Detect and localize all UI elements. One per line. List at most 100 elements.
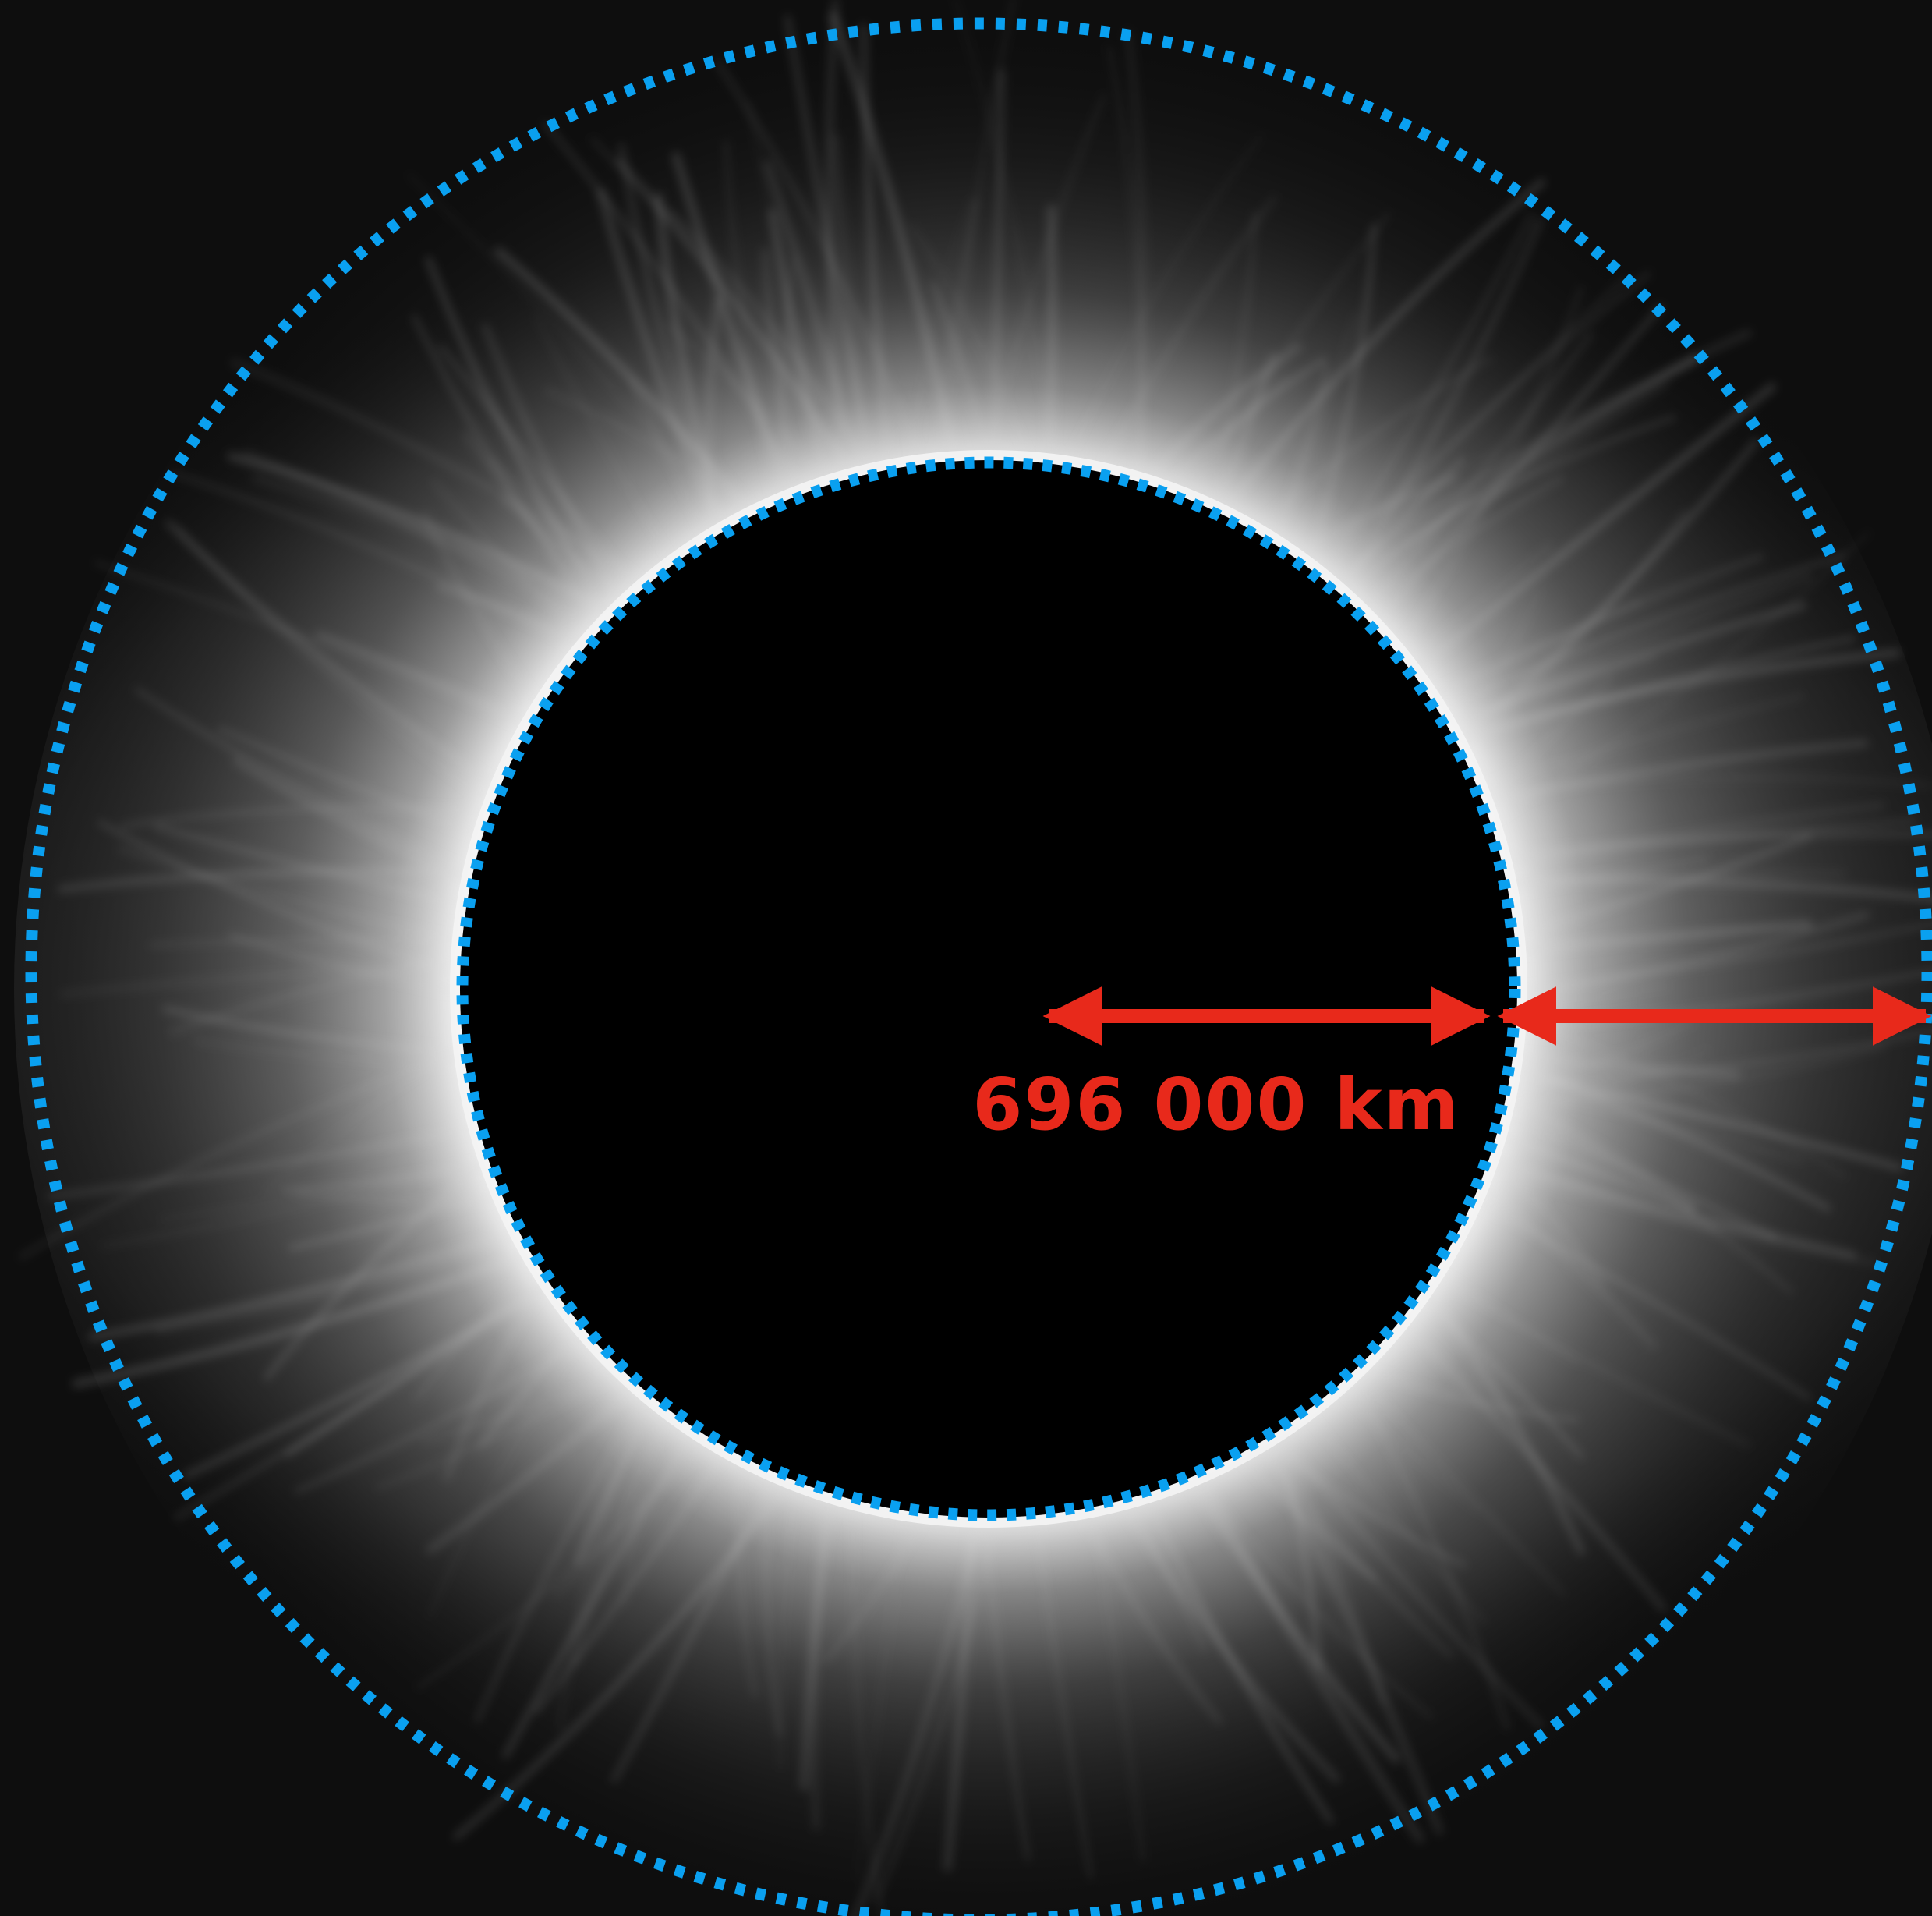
corona-streamer: [571, 1411, 665, 1667]
corona-streamer: [590, 137, 850, 472]
corona-streamer: [1517, 1053, 1741, 1079]
corona-streamer: [500, 497, 623, 599]
corona-streamer: [1212, 211, 1258, 502]
corona-streamer: [1310, 1416, 1487, 1625]
corona-streamer: [478, 1330, 579, 1448]
corona-streamer: [1488, 738, 1869, 805]
corona-streamer: [161, 1005, 458, 1057]
corona-streamer: [1437, 1278, 1751, 1448]
corona-streamer: [990, 69, 1005, 455]
corona-streamer: [1517, 1064, 1831, 1212]
corona-streamer: [170, 470, 578, 649]
corona-streamer: [823, 1520, 924, 1664]
corona-streamer: [376, 1373, 617, 1490]
corona-streamer: [1279, 1436, 1544, 1729]
corona-streamer: [1365, 331, 1594, 610]
corona-streamer: [120, 806, 483, 829]
corona-streamer: [1520, 833, 1813, 936]
corona-streamer: [1459, 648, 1901, 740]
corona-streamer: [475, 1398, 645, 1723]
corona-streamer: [1258, 356, 1492, 527]
corona-streamer: [627, 377, 710, 536]
corona-streamer: [831, 133, 871, 469]
corona-streamer: [767, 208, 829, 482]
corona-streamer: [810, 1498, 830, 1831]
corona-streamer: [228, 932, 455, 994]
corona-streamer: [101, 1163, 483, 1248]
corona-streamer: [1342, 1392, 1481, 1514]
corona-streamer: [851, 1507, 884, 1916]
corona-streamer: [416, 1445, 708, 1689]
corona-streamer: [1482, 1185, 1658, 1350]
corona-streamer: [413, 1269, 533, 1402]
dotted-circle-outer-corona: [25, 17, 1932, 1916]
corona-streamer: [1375, 304, 1664, 621]
corona-streamer: [860, 23, 892, 464]
corona-streamer: [218, 726, 476, 836]
corona-streamer: [534, 314, 671, 558]
corona-streamer: [421, 511, 539, 705]
corona-streamer: [829, 11, 957, 457]
corona-streamer: [97, 820, 454, 975]
corona-streamer: [1442, 1273, 1580, 1365]
corona-streamer: [610, 1477, 775, 1783]
corona-streamer: [1329, 276, 1627, 576]
corona-streamer: [1495, 1156, 1718, 1236]
corona-streamer: [420, 1371, 614, 1443]
corona-streamer: [762, 247, 798, 490]
corona-streamer: [953, 0, 1053, 456]
corona-streamer: [426, 1387, 636, 1554]
corona-streamer: [295, 1192, 496, 1203]
radius-label: 696 000 km: [972, 1063, 1460, 1146]
corona-streamer: [1497, 531, 1870, 820]
corona-streamer: [232, 757, 466, 884]
corona-streamer: [671, 151, 791, 495]
corona-streamer: [943, 1522, 978, 1872]
corona-streamer: [1145, 1500, 1334, 1824]
corona-streamer: [1444, 553, 1845, 709]
corona-streamer: [852, 1523, 982, 1916]
corona-streamer: [438, 344, 636, 588]
corona-streamer: [1107, 44, 1144, 475]
corona-streamer: [1353, 1381, 1509, 1730]
corona-streamer: [715, 59, 922, 458]
corona-streamer: [165, 519, 495, 788]
corona-streamer: [946, 0, 1016, 455]
corona-streamer: [481, 323, 623, 602]
corona-streamer: [1223, 179, 1546, 510]
corona-streamer: [1511, 1043, 1886, 1107]
corona-streamer: [57, 867, 468, 894]
corona-streamer: [154, 1238, 516, 1333]
corona-streamer: [1451, 572, 1813, 726]
corona-streamer: [1364, 1368, 1580, 1423]
corona-streamer: [1339, 456, 1465, 586]
corona-streamer: [554, 1440, 699, 1598]
corona-streamer: [1415, 382, 1776, 671]
corona-streamer: [1215, 351, 1277, 506]
corona-streamer: [183, 1287, 547, 1479]
corona-streamer: [149, 937, 455, 947]
corona-streamer: [596, 188, 720, 530]
corona-streamer: [1434, 553, 1764, 696]
corona-streamer: [316, 631, 526, 724]
corona-streamer: [908, 197, 971, 459]
corona-streamer: [154, 823, 462, 907]
corona-streamer: [1276, 1439, 1322, 1670]
corona-streamer: [874, 1524, 997, 1902]
corona-streamer: [116, 845, 457, 943]
moon-disk: [460, 460, 1517, 1518]
corona-streamer: [412, 314, 599, 623]
corona-streamer: [1243, 1457, 1378, 1582]
corona-streamer: [1463, 636, 1856, 745]
corona-streamer: [442, 1281, 545, 1482]
corona-streamer: [263, 1163, 484, 1381]
corona-streamer: [1199, 1477, 1424, 1843]
corona-streamer: [428, 1338, 582, 1618]
corona-streamer: [193, 1037, 459, 1068]
corona-streamer: [763, 1476, 782, 1736]
corona-streamer: [1308, 223, 1377, 561]
corona-streamer: [1479, 1201, 1812, 1401]
corona-streamer: [263, 1051, 456, 1195]
corona-streamer: [1135, 1504, 1207, 1652]
